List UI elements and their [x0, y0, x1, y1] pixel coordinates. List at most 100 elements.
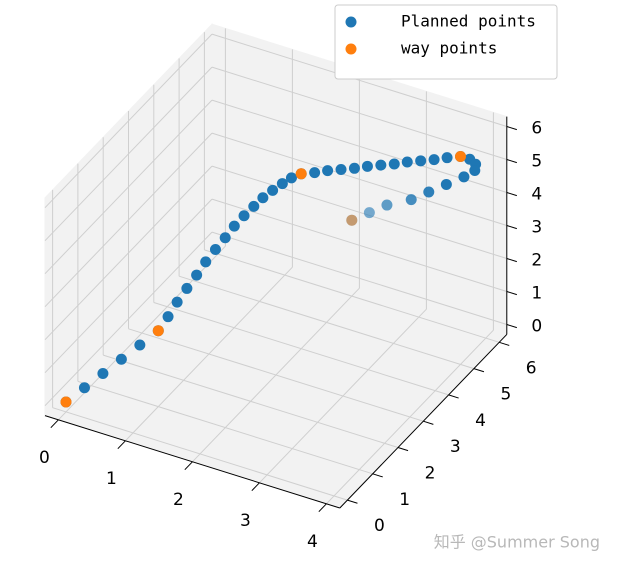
point [134, 339, 146, 351]
point [375, 159, 387, 171]
grid-line [44, 99, 213, 275]
x-tick-label: 2 [173, 490, 184, 510]
legend: Planned points way points [334, 4, 558, 80]
tick-mark [506, 225, 517, 230]
point [78, 382, 90, 394]
point [423, 186, 435, 198]
point [309, 167, 321, 179]
point [346, 214, 358, 226]
grid-line [211, 132, 507, 226]
grid-line [153, 302, 449, 396]
tick-mark [506, 291, 517, 296]
grid-line [211, 198, 507, 292]
x-tick-label: 1 [106, 469, 117, 489]
tick-mark [506, 324, 517, 329]
grid-line [211, 99, 507, 193]
z-tick-label: 4 [531, 185, 542, 205]
point [441, 152, 453, 164]
z-tick-label: 3 [531, 218, 542, 238]
tick-mark [184, 461, 193, 471]
tick-mark [423, 420, 434, 425]
tick-mark [506, 258, 517, 263]
point [335, 163, 347, 175]
tick-mark [397, 447, 409, 452]
point [361, 160, 373, 172]
z-tick-label: 5 [531, 152, 542, 172]
point [248, 200, 260, 212]
grid-line [77, 380, 373, 475]
point [276, 178, 288, 190]
grid-line [44, 132, 213, 308]
point [381, 199, 393, 211]
y-axis [339, 334, 508, 509]
point [440, 178, 452, 190]
watermark: 知乎 @Summer Song [434, 533, 600, 552]
y-tick-label: 5 [500, 385, 511, 405]
grid-line [211, 165, 507, 259]
point [322, 165, 334, 177]
x-axis [44, 415, 340, 509]
y-tick-label: 6 [526, 358, 537, 378]
grid-line [44, 66, 213, 242]
point [181, 282, 193, 294]
point [348, 162, 360, 174]
x-tick-label: 4 [307, 532, 318, 552]
point [219, 232, 231, 244]
point [267, 184, 279, 196]
point [257, 192, 269, 204]
point [363, 207, 375, 219]
tick-mark [506, 192, 517, 197]
point [60, 396, 72, 408]
y-tick-label: 0 [374, 516, 385, 536]
legend-box [334, 4, 558, 80]
tick-mark [251, 482, 260, 492]
legend-label: way points [401, 39, 497, 58]
grid-line [44, 198, 213, 374]
tick-mark [448, 394, 459, 399]
point [285, 172, 297, 184]
point [171, 296, 183, 308]
point [115, 353, 127, 365]
point [152, 325, 164, 337]
z-tick-label: 6 [531, 119, 542, 139]
point [388, 158, 400, 170]
tick-mark [372, 473, 383, 478]
grid-line [44, 33, 213, 209]
point [415, 155, 427, 167]
grid-line [128, 328, 424, 422]
tick-mark [347, 499, 358, 504]
legend-label: Planned points [401, 12, 536, 31]
point [469, 165, 481, 177]
grid-line [44, 231, 213, 407]
point [200, 256, 212, 268]
z-tick-label: 1 [531, 284, 542, 304]
grid-line [44, 165, 213, 341]
point [191, 269, 203, 281]
grid-line [204, 249, 500, 343]
grid-line [211, 231, 507, 325]
grid-line [52, 407, 348, 501]
point [97, 367, 109, 379]
tick-mark [506, 159, 517, 164]
point [428, 154, 440, 166]
tick-mark [506, 126, 517, 131]
x-tick-label: 0 [39, 448, 50, 468]
tick-mark [117, 440, 126, 450]
z-tick-label: 0 [531, 317, 542, 337]
y-tick-label: 4 [475, 411, 486, 431]
point [455, 151, 466, 162]
tick-mark [473, 368, 485, 373]
point [162, 311, 174, 323]
x-tick-label: 3 [240, 511, 251, 531]
y-tick-label: 2 [425, 464, 436, 484]
grid-line [178, 275, 475, 370]
point [238, 210, 250, 222]
point [295, 168, 307, 180]
point [209, 243, 221, 255]
z-tick-label: 2 [531, 251, 542, 271]
y-tick-label: 1 [399, 490, 410, 510]
tick-mark [50, 419, 59, 429]
point [405, 194, 417, 206]
